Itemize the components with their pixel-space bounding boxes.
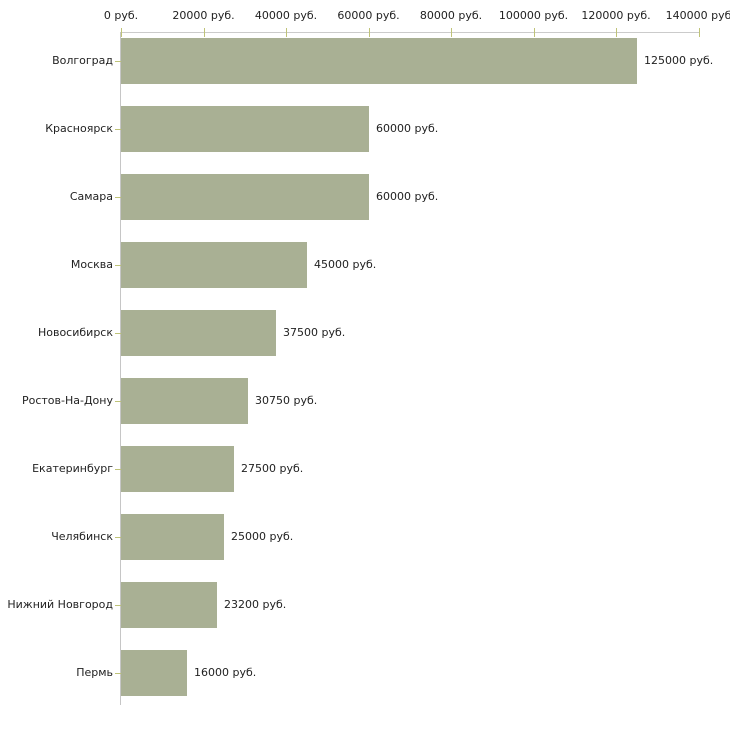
value-label: 60000 руб. bbox=[376, 190, 439, 203]
bar bbox=[121, 106, 369, 152]
bar bbox=[121, 310, 276, 356]
x-axis-tick bbox=[451, 28, 452, 37]
x-axis-tick bbox=[369, 28, 370, 37]
category-label: Челябинск bbox=[51, 530, 113, 543]
bar bbox=[121, 650, 187, 696]
category-label: Красноярск bbox=[45, 122, 113, 135]
y-axis-tick bbox=[115, 673, 121, 674]
y-axis-tick bbox=[115, 265, 121, 266]
x-axis-tick-label: 140000 руб bbox=[665, 9, 730, 22]
x-axis-tick-label: 100000 руб. bbox=[498, 9, 569, 22]
value-label: 16000 руб. bbox=[194, 666, 257, 679]
y-axis-tick bbox=[115, 605, 121, 606]
value-label: 60000 руб. bbox=[376, 122, 439, 135]
x-axis-tick bbox=[121, 28, 122, 37]
x-axis-tick-label: 20000 руб. bbox=[172, 9, 235, 22]
value-label: 27500 руб. bbox=[241, 462, 304, 475]
bar bbox=[121, 378, 248, 424]
x-axis-tick bbox=[699, 28, 700, 37]
x-axis-tick-label: 80000 руб. bbox=[419, 9, 483, 22]
category-label: Екатеринбург bbox=[32, 462, 113, 475]
bar bbox=[121, 38, 637, 84]
category-label: Москва bbox=[70, 258, 113, 271]
value-label: 30750 руб. bbox=[255, 394, 318, 407]
x-axis-tick-label: 120000 руб. bbox=[581, 9, 651, 22]
category-label: Самара bbox=[69, 190, 113, 203]
y-axis-line bbox=[120, 32, 121, 705]
value-label: 23200 руб. bbox=[224, 598, 287, 611]
x-axis-tick-label: 0 руб. bbox=[103, 9, 139, 22]
value-label: 25000 руб. bbox=[231, 530, 294, 543]
y-axis-tick bbox=[115, 537, 121, 538]
x-axis-tick bbox=[534, 28, 535, 37]
category-label: Пермь bbox=[76, 666, 113, 679]
y-axis-tick bbox=[115, 333, 121, 334]
value-label: 125000 руб. bbox=[644, 54, 714, 67]
category-label: Волгоград bbox=[52, 54, 113, 67]
bar bbox=[121, 514, 224, 560]
x-axis-tick-label: 40000 руб. bbox=[254, 9, 318, 22]
y-axis-tick bbox=[115, 401, 121, 402]
y-axis-tick bbox=[115, 129, 121, 130]
bar bbox=[121, 174, 369, 220]
x-axis-tick bbox=[286, 28, 287, 37]
bar bbox=[121, 242, 307, 288]
category-label: Новосибирск bbox=[37, 326, 113, 339]
y-axis-tick bbox=[115, 61, 121, 62]
x-axis-tick-label: 60000 руб. bbox=[337, 9, 400, 22]
value-label: 37500 руб. bbox=[283, 326, 346, 339]
y-axis-tick bbox=[115, 197, 121, 198]
bar bbox=[121, 446, 234, 492]
x-axis-line bbox=[121, 32, 699, 33]
x-axis-tick bbox=[204, 28, 205, 37]
category-label: Нижний Новгород bbox=[7, 598, 113, 611]
x-axis-tick bbox=[616, 28, 617, 37]
category-label: Ростов-На-Дону bbox=[21, 394, 113, 407]
bar bbox=[121, 582, 217, 628]
y-axis-tick bbox=[115, 469, 121, 470]
value-label: 45000 руб. bbox=[314, 258, 377, 271]
